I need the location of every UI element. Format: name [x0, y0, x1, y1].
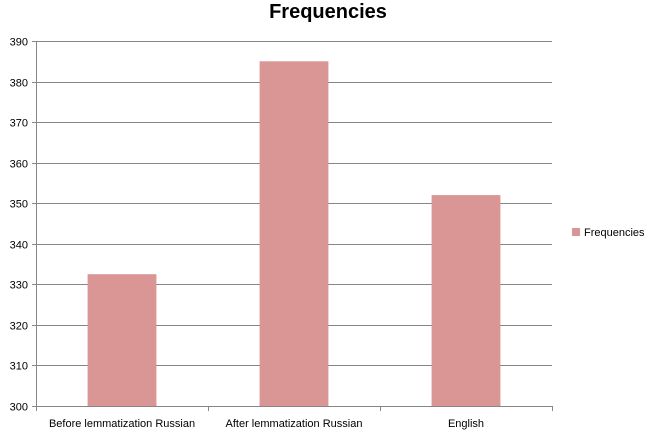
- y-tick-label: 350: [10, 199, 28, 211]
- y-axis: 300 310 320 330 340 350 360 370 380 390: [10, 37, 37, 414]
- y-tick-label: 310: [10, 361, 28, 373]
- legend-swatch: [572, 228, 580, 236]
- bars: [87, 61, 501, 407]
- x-category-label: Before lemmatization Russian: [49, 418, 195, 430]
- y-tick-label: 300: [10, 402, 28, 414]
- y-tick-label: 380: [10, 78, 28, 90]
- y-tick-label: 320: [10, 321, 28, 333]
- legend-label: Frequencies: [584, 227, 645, 239]
- y-tick-label: 360: [10, 159, 28, 171]
- y-tick-label: 370: [10, 118, 28, 130]
- x-category-label: After lemmatization Russian: [226, 418, 363, 430]
- y-tick-label: 340: [10, 240, 28, 252]
- bar: [431, 195, 501, 406]
- x-axis: Before lemmatization Russian After lemmat…: [36, 406, 553, 430]
- chart-title: Frequencies: [269, 1, 387, 23]
- y-tick-label: 390: [10, 37, 28, 49]
- y-tick-label: 330: [10, 280, 28, 292]
- legend: Frequencies: [572, 227, 645, 239]
- bar: [87, 274, 157, 406]
- bar: [259, 61, 329, 407]
- x-category-label: English: [448, 418, 484, 430]
